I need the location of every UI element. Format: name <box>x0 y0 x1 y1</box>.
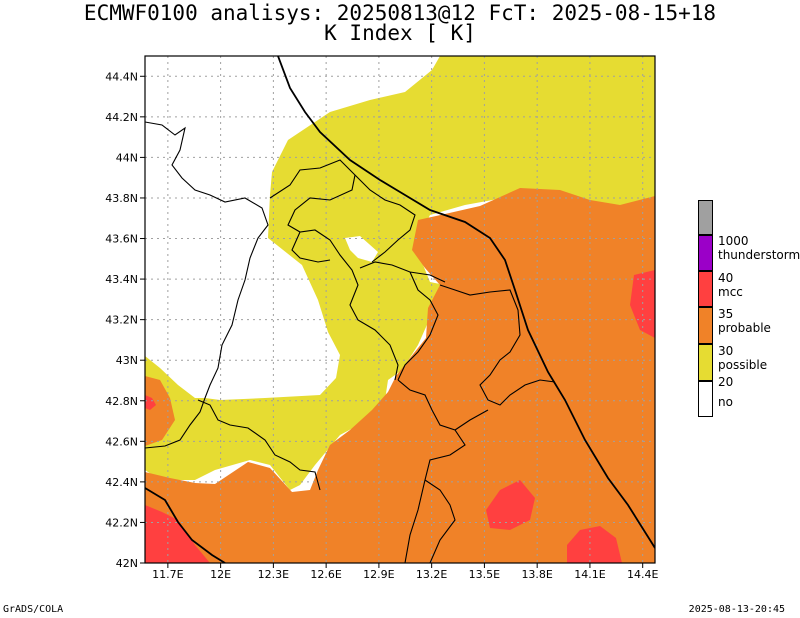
footer-software: GrADS/COLA <box>3 604 64 615</box>
grid-lines <box>145 56 655 563</box>
y-tick-label: 44N <box>116 151 138 164</box>
x-tick-label: 13.5E <box>469 568 500 581</box>
y-tick-label: 42.6N <box>105 435 138 448</box>
y-tick-label: 42.8N <box>105 395 138 408</box>
x-axis: 11.7E 12E 12.3E 12.6E 12.9E 13.2E 13.5E 13.8E 14… <box>152 563 658 581</box>
legend-threshold-40: 40 <box>718 271 734 285</box>
x-tick-label: 11.7E <box>152 568 183 581</box>
y-tick-label: 42.4N <box>105 476 138 489</box>
legend-threshold-1000: 1000 <box>718 234 749 248</box>
coastline <box>277 56 655 549</box>
x-tick-label: 12.6E <box>310 568 341 581</box>
x-tick-label: 12.9E <box>363 568 394 581</box>
y-tick-label: 44.4N <box>105 70 138 83</box>
x-tick-label: 14.1E <box>574 568 605 581</box>
regional-border-lazio-abruzzo <box>197 284 556 563</box>
chart-title-line1: ECMWF0100 analisys: 20250813@12 FcT: 202… <box>83 1 717 25</box>
y-tick-label: 43.4N <box>105 273 138 286</box>
mcc-region-5 <box>145 395 156 410</box>
y-tick-label: 43.6N <box>105 233 138 246</box>
plot-frame <box>144 55 656 564</box>
y-tick-label: 44.2N <box>105 111 138 124</box>
mcc-region-4 <box>145 505 210 563</box>
legend-swatch-possible <box>698 344 713 381</box>
x-tick-label: 14.4E <box>627 568 658 581</box>
y-tick-label: 42N <box>116 557 138 570</box>
mcc-region-1 <box>486 480 535 530</box>
legend-label-mcc: mcc <box>718 285 743 299</box>
regional-border-marche-umbria <box>269 159 446 381</box>
legend-threshold-35: 35 <box>718 307 734 321</box>
footer-timestamp: 2025-08-13-20:45 <box>688 604 785 615</box>
legend-threshold-20: 20 <box>718 375 734 389</box>
no-risk-pocket <box>345 236 378 262</box>
x-tick-label: 12.3E <box>258 568 289 581</box>
legend-label-thunderstorm: thunderstorm <box>718 248 800 262</box>
legend-swatch-mcc <box>698 271 713 307</box>
legend-label-possible: possible <box>718 358 768 372</box>
legend-swatch-no <box>698 381 713 417</box>
legend-swatch-probable <box>698 307 713 344</box>
y-axis: 42N 42.2N 42.4N 42.6N 42.8N 43N 43.2N 43.4N 43.6… <box>105 70 145 570</box>
x-tick-label: 12E <box>210 568 231 581</box>
legend-label-no: no <box>718 395 733 409</box>
x-tick-label: 13.8E <box>521 568 552 581</box>
mcc-region-2 <box>567 526 622 563</box>
legend-swatch-thunderstorm <box>698 235 713 271</box>
x-tick-label: 13.2E <box>416 568 447 581</box>
possible-region <box>145 56 655 490</box>
y-tick-label: 43.8N <box>105 192 138 205</box>
chart-title-line2: K Index [ K] <box>324 21 476 45</box>
regional-border-tuscany <box>145 121 269 449</box>
legend-threshold-30: 30 <box>718 344 734 358</box>
y-tick-label: 43N <box>116 354 138 367</box>
legend-swatch-top <box>698 200 713 235</box>
y-tick-label: 42.2N <box>105 516 138 529</box>
legend-label-probable: probable <box>718 321 771 335</box>
y-tick-label: 43.2N <box>105 314 138 327</box>
coastline-west <box>145 487 226 563</box>
